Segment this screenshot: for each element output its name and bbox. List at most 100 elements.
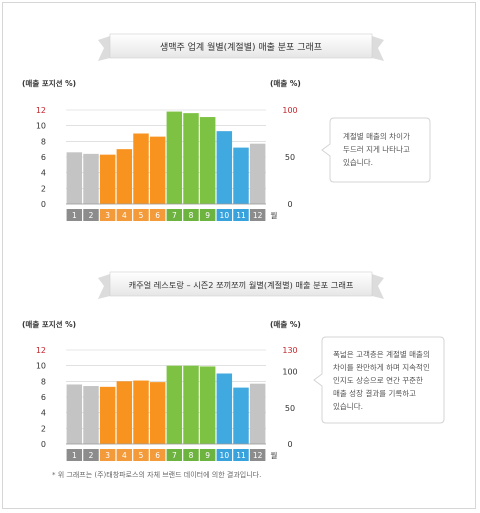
chart1-ytick: 8 [41,137,46,146]
chart1-month-label: 6 [155,211,160,220]
chart1-xlabel: 월 [271,210,278,220]
chart2-bar-8 [183,365,199,444]
chart1-bar-2 [83,153,99,204]
chart1-month-box [199,209,216,221]
chart1-month-box [149,209,166,221]
chart1-month-box [66,209,83,221]
chart2-ytick: 6 [41,393,46,402]
chart1-ytick: 4 [41,169,46,178]
chart1-month-box [133,209,149,221]
chart2-title: 캐주얼 레스토랑 – 시즌2 쪼끼쪼끼 월별(계절별) 매출 분포 그래프 [129,280,354,290]
chart2-y2label: (매출 %) [270,319,301,329]
chart2-ribbon-tail-left [98,274,110,299]
chart2-y2tick: 50 [285,404,295,413]
chart2-ytick: 12 [36,346,46,355]
chart1-month-label: 1 [72,211,77,220]
chart1-month-box [183,209,199,221]
chart1-month-box [83,209,99,221]
chart2-note-line: 차이를 완만하게 하며 지속적인 [333,363,430,372]
chart2-month-box [83,449,99,461]
chart2-note: 폭넓은 고객층은 계절별 매출의 차이를 완만하게 하며 지속적인 인지도 상승… [333,348,430,413]
chart1-ylabel: (매출 포지션 %) [22,78,76,88]
chart2-month-label: 7 [172,451,177,460]
chart1-month-label: 9 [205,211,210,220]
chart2-bar-1 [66,384,83,444]
chart2-month-box [216,449,233,461]
chart2-note-line: 있습니다. [333,402,363,411]
chart2-month-label: 3 [105,451,110,460]
chart2-bar-2 [83,386,99,444]
chart1-ytick: 10 [36,122,46,131]
chart2-y2tick: 130 [282,346,297,355]
chart2-ytick: 8 [41,377,46,386]
chart1-note-line: 두드러 지게 나타나고 [343,145,410,154]
chart2-month-label: 9 [205,451,210,460]
chart2-ytick: 0 [41,440,46,449]
chart1-month-box [233,209,249,221]
chart2-month-box [166,449,183,461]
chart1-bar-3 [99,154,116,204]
chart2-bar-10 [216,373,233,444]
chart1-month-box [166,209,183,221]
chart1-bar-12 [249,143,266,204]
chart2-bar-12 [249,383,266,444]
chart2-month-label: 12 [253,451,263,460]
chart1-ytick: 2 [41,184,46,193]
chart2-note-line: 매출 성장 결과를 기록하고 [333,389,417,398]
chart1-y2tick: 100 [282,106,297,115]
chart2-y2tick: 0 [287,440,292,449]
chart1-bar-7 [166,111,183,204]
chart1-month-label: 7 [172,211,177,220]
chart1-bar-10 [216,131,233,204]
chart2-ytick: 2 [41,424,46,433]
chart1-note-line: 있습니다. [343,158,373,167]
chart2-ylabel: (매출 포지션 %) [22,319,76,329]
chart1-y2label: (매출 %) [270,78,301,88]
chart1-month-label: 4 [122,211,127,220]
chart1-month-box [216,209,233,221]
chart1-ribbon-tail-right [372,36,384,61]
chart2-note-bubble [313,336,445,424]
chart2-month-box [233,449,249,461]
chart2-ytick: 4 [41,409,46,418]
chart1-y2tick: 0 [287,200,292,209]
chart1-month-label: 10 [220,211,230,220]
chart1-ytick: 6 [41,153,46,162]
chart2-month-box [249,449,266,461]
chart2-ytick: 10 [36,362,46,371]
chart1-note-bubble [321,117,431,183]
chart1-ytick: 12 [36,106,46,115]
chart2-bar-5 [133,380,149,444]
chart2-xlabel: 월 [271,450,278,460]
chart1-note-line: 계절별 매출의 차이가 [343,132,410,141]
chart1-month-label: 3 [105,211,110,220]
chart2-ribbon [109,271,373,297]
chart2-note-line: 인지도 상승으로 연간 꾸준한 [333,376,423,385]
footnote: * 위 그래프는 (주)태창파로스의 자체 브랜드 데이터에 의한 결과입니다. [52,471,262,479]
chart2-month-box [199,449,216,461]
chart1-ytick: 0 [41,200,46,209]
chart2-bar-6 [149,382,166,444]
chart1-month-box [99,209,116,221]
chart2-month-box [99,449,116,461]
chart2-month-box [133,449,149,461]
chart1-bar-4 [116,149,133,204]
chart2-month-label: 2 [89,451,94,460]
chart1-bar-11 [233,147,249,204]
chart2-month-box [116,449,133,461]
chart2-bar-4 [116,381,133,444]
chart2-month-label: 10 [220,451,230,460]
chart2-month-label: 5 [139,451,144,460]
chart2-bar-3 [99,386,116,444]
chart1-month-label: 8 [189,211,194,220]
chart1-title: 생맥주 업계 월별(계절별) 매출 분포 그래프 [160,41,322,53]
chart2-month-box [149,449,166,461]
chart1-y2tick: 50 [285,153,295,162]
chart2-month-box [183,449,199,461]
chart2-bar-7 [166,365,183,444]
chart1-month-label: 11 [236,211,246,220]
chart1-month-box [116,209,133,221]
chart2-bar-11 [233,387,249,444]
chart2-ribbon-tail-right [372,274,384,299]
